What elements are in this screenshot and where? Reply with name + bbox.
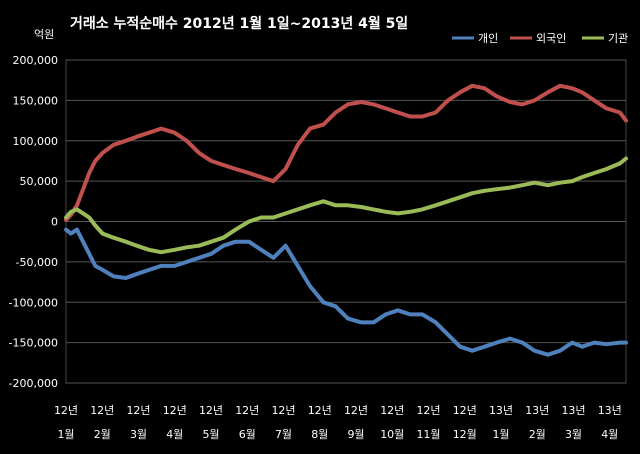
x-tick-month: 4월 [166,428,183,441]
series-lines [64,83,628,357]
series-line-1 [64,83,628,222]
legend-label: 외국인 [536,32,566,45]
legend-label: 개인 [478,32,498,45]
x-tick-month: 1월 [57,428,74,441]
x-tick-year: 13년 [525,404,549,417]
y-tick-label: 200,000 [13,54,59,67]
x-tick-year: 12년 [416,404,440,417]
x-tick-month: 7월 [275,428,292,441]
x-tick-year: 12년 [90,404,114,417]
x-tick-month: 3월 [565,428,582,441]
x-tick-year: 12년 [380,404,404,417]
x-tick-month: 1월 [492,428,509,441]
y-tick-label: -200,000 [9,377,58,390]
x-tick-month: 12월 [453,428,477,441]
x-tick-month: 2월 [529,428,546,441]
x-tick-year: 13년 [489,404,513,417]
x-tick-year: 12년 [308,404,332,417]
legend: 개인 외국인 기관 [452,32,628,45]
x-tick-month: 10월 [380,428,404,441]
x-tick-month: 2월 [94,428,111,441]
y-tick-label: 0 [51,216,58,229]
y-axis-ticks: 200,000 150,000 100,000 50,000 0 -50,000 -100,… [9,54,58,390]
x-tick-year: 13년 [598,404,622,417]
x-tick-month: 11월 [416,428,440,441]
x-tick-month: 3월 [130,428,147,441]
x-tick-year: 12년 [271,404,295,417]
y-tick-label: -150,000 [9,337,58,350]
x-tick-year: 12년 [163,404,187,417]
x-tick-month: 4월 [601,428,618,441]
y-tick-label: 50,000 [20,175,59,188]
y-tick-label: -50,000 [16,256,58,269]
x-tick-year: 12년 [235,404,259,417]
legend-label: 기관 [608,32,628,45]
x-tick-month: 6월 [239,428,256,441]
series-line-0 [64,227,628,357]
x-tick-year: 12년 [344,404,368,417]
chart-title: 거래소 누적순매수 2012년 1월 1일~2013년 4월 5일 [70,15,408,32]
unit-label: 억원 [34,28,54,41]
x-tick-month: 9월 [347,428,364,441]
plot-area: 200,000 150,000 100,000 50,000 0 -50,000 -100,… [9,54,628,441]
y-tick-label: 100,000 [13,135,59,148]
x-tick-month: 8월 [311,428,328,441]
x-tick-year: 13년 [561,404,585,417]
gridlines [66,59,626,384]
x-tick-year: 12년 [126,404,150,417]
x-axis-ticks: 12년 1월 12년 2월 12년 3월 12년 4월 12년 5월 12년 6월 12년 7월 12년 8월… [54,404,622,441]
x-tick-month: 5월 [202,428,219,441]
series-line-2 [64,156,628,255]
y-tick-label: 150,000 [13,94,59,107]
x-tick-year: 12년 [54,404,78,417]
x-tick-year: 12년 [453,404,477,417]
x-tick-year: 12년 [199,404,223,417]
y-tick-label: -100,000 [9,296,58,309]
